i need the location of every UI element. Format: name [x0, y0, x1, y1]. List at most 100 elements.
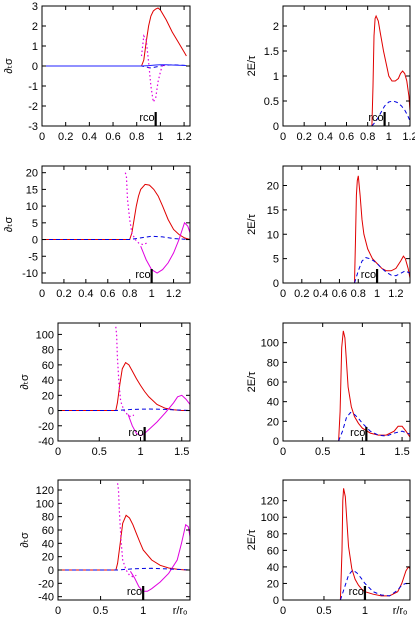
- x-tick-label: 0: [280, 131, 286, 143]
- panel-1: 0 0.2 0.4 0.6 0.8 1 1.2 -3 -2 -1 0 1 2 3 ∂ₜσ rco: [3, 1, 192, 143]
- x-tick-label: 1: [359, 446, 365, 458]
- series-line-1: [371, 14, 410, 126]
- y-tick-label: -1: [28, 81, 38, 93]
- series-line-2: [140, 221, 190, 274]
- series-line-1: [58, 361, 190, 411]
- y-tick-label: 40: [267, 397, 279, 409]
- y-tick-label: -40: [38, 436, 54, 448]
- y-tick-label: 80: [42, 345, 54, 357]
- rco-label: rco: [350, 427, 365, 439]
- series-line-2: [339, 569, 410, 600]
- x-tick-label: 1: [157, 131, 163, 143]
- rco-label: rco: [349, 586, 364, 598]
- y-tick-label: 100: [36, 329, 54, 341]
- y-tick-label: 0.5: [264, 96, 279, 108]
- x-tick-label: 1.2: [166, 288, 181, 300]
- y-tick-label: 20: [267, 416, 279, 428]
- x-tick-label: 0: [280, 605, 286, 617]
- x-tick-label: 0.6: [332, 288, 347, 300]
- y-tick-label: -20: [38, 421, 54, 433]
- plot-frame: [57, 479, 191, 601]
- x-axis-label: r/rₒ: [173, 605, 188, 617]
- y-tick-label: 1.5: [264, 46, 279, 58]
- series-line-1: [42, 183, 190, 240]
- y-tick-label: 80: [267, 357, 279, 369]
- x-tick-label: 1: [374, 288, 380, 300]
- y-tick-label: 100: [261, 338, 279, 350]
- series-line-2: [354, 257, 410, 283]
- y-tick-label: 80: [42, 512, 54, 524]
- y-tick-label: -10: [22, 268, 38, 280]
- y-axis-label: ∂ₜσ: [3, 217, 15, 233]
- x-tick-label: 1.2: [176, 131, 191, 143]
- y-tick-label: 20: [267, 181, 279, 193]
- rco-label: rco: [139, 112, 154, 124]
- y-tick-label: 20: [26, 168, 38, 180]
- plot-frame: [282, 165, 411, 284]
- y-tick-label: 120: [261, 496, 279, 508]
- y-tick-label: 0: [273, 436, 279, 448]
- series-line-2: [371, 100, 410, 126]
- y-tick-label: 60: [42, 525, 54, 537]
- y-tick-label: 0: [48, 406, 54, 418]
- y-tick-label: 1: [32, 41, 38, 53]
- y-tick-label: 20: [267, 578, 279, 590]
- y-tick-label: 0: [273, 278, 279, 290]
- x-tick-label: 1: [137, 446, 143, 458]
- y-tick-label: 10: [267, 229, 279, 241]
- x-tick-label: 0: [55, 605, 61, 617]
- x-tick-label: 0.8: [122, 288, 137, 300]
- x-tick-label: 0.5: [93, 605, 108, 617]
- x-tick-label: 1.5: [394, 446, 409, 458]
- x-tick-label: 1.5: [174, 446, 189, 458]
- series-line-1: [42, 7, 187, 67]
- series-line-1: [339, 488, 410, 600]
- panel-5: 0 0.5 1 1.5 -40 -20 0 20 40 60 80 100 ∂ₜσ rco: [19, 322, 191, 458]
- x-tick-label: 0.6: [339, 131, 354, 143]
- x-tick-label: 0: [280, 288, 286, 300]
- y-axis-label: 2E/τ: [246, 213, 258, 235]
- panel-4: 0 0.2 0.4 0.6 0.8 1 1.2 0 5 10 15 20 2E/τ rco: [246, 165, 411, 300]
- x-tick-label: 0.8: [129, 131, 144, 143]
- x-tick-label: 0.2: [58, 131, 73, 143]
- series-line-1: [354, 175, 410, 283]
- rco-label: rco: [368, 112, 383, 124]
- y-tick-label: -3: [28, 121, 38, 133]
- y-tick-label: 60: [267, 377, 279, 389]
- series-line-4: [42, 235, 190, 240]
- x-tick-label: 0.5: [316, 605, 331, 617]
- plot-frame: [282, 322, 411, 442]
- x-tick-label: 1: [362, 605, 368, 617]
- x-tick-label: 1: [386, 131, 392, 143]
- y-tick-label: 80: [267, 529, 279, 541]
- y-axis-label: ∂ₜσ: [3, 58, 15, 74]
- x-tick-label: 0: [39, 131, 45, 143]
- x-tick-label: 0.4: [82, 131, 97, 143]
- x-tick-label: 0.5: [315, 446, 330, 458]
- x-tick-label: 0.2: [56, 288, 71, 300]
- panel-2: 0 0.2 0.4 0.6 0.8 1 1.2 0 0.5 1 1.5 2 2E/τ rco: [246, 5, 415, 143]
- y-tick-label: 20: [42, 552, 54, 564]
- series-line-2: [129, 523, 190, 592]
- panel-8: 0 0.5 1 0 20 40 60 80 100 120 2E/τ r/rₒ rco: [246, 479, 411, 617]
- y-tick-label: 15: [26, 184, 38, 196]
- y-axis-label: 2E/τ: [246, 55, 258, 77]
- y-tick-label: 40: [267, 562, 279, 574]
- y-tick-label: 0: [273, 121, 279, 133]
- x-tick-label: 0.4: [318, 131, 333, 143]
- y-tick-label: 40: [42, 375, 54, 387]
- y-tick-label: 3: [32, 1, 38, 13]
- y-axis-label: ∂ₜσ: [19, 374, 31, 390]
- x-axis-label: r/rₒ: [393, 605, 408, 617]
- x-tick-label: 0: [39, 288, 45, 300]
- series-line-1: [338, 330, 410, 441]
- x-tick-label: 1: [140, 605, 146, 617]
- x-tick-label: 0.8: [351, 288, 366, 300]
- x-tick-label: 0.2: [297, 131, 312, 143]
- x-tick-label: 0.8: [360, 131, 375, 143]
- series-line-4: [42, 64, 187, 67]
- y-tick-label: -5: [28, 251, 38, 263]
- y-tick-label: 20: [42, 390, 54, 402]
